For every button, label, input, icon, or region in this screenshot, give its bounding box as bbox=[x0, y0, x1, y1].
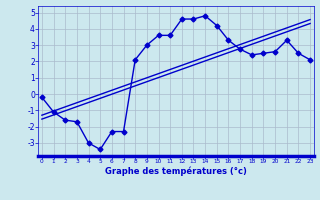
X-axis label: Graphe des températures (°c): Graphe des températures (°c) bbox=[105, 167, 247, 176]
